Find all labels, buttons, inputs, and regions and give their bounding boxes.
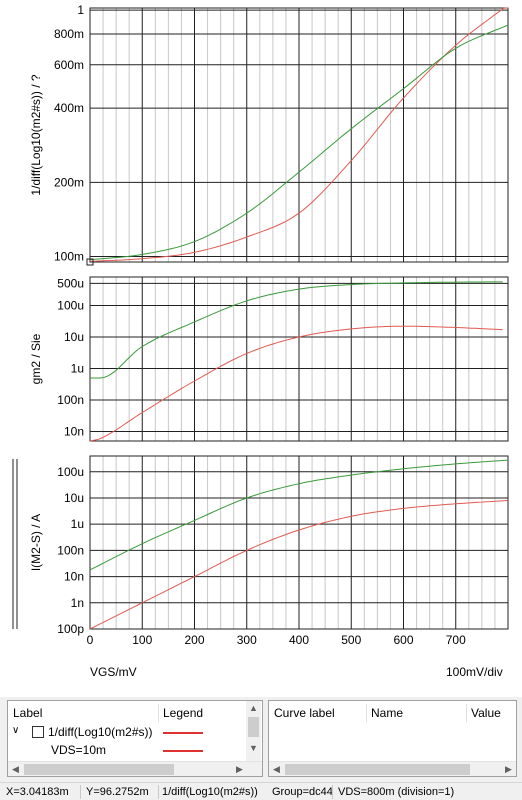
scroll-up-icon[interactable]: ▲ xyxy=(249,703,258,713)
y-tick-label: 600m xyxy=(54,58,84,72)
y-tick-label: 800m xyxy=(54,27,84,41)
curve-col-label: Curve label xyxy=(274,706,335,720)
legend-scrollbar-h[interactable]: ◀ ▶ xyxy=(8,761,262,776)
status-expr: 1/diff(Log10(m2#s)) xyxy=(162,786,258,798)
cursor-marker xyxy=(86,258,94,266)
y-tick-label: 100u xyxy=(57,298,84,312)
scroll-thumb[interactable] xyxy=(248,717,259,737)
scroll-right-icon[interactable]: ▶ xyxy=(505,764,512,774)
x-div-label: 100mV/div xyxy=(446,665,503,679)
status-group: Group=dc44 xyxy=(272,786,333,798)
plot-frame xyxy=(89,7,509,263)
plot-frame xyxy=(89,455,509,630)
scroll-left-icon[interactable]: ◀ xyxy=(12,764,19,774)
x-tick-label: 300 xyxy=(237,633,257,647)
x-tick-label: 500 xyxy=(341,633,361,647)
y-tick-label: 1n xyxy=(71,596,84,610)
scroll-right-icon[interactable]: ▶ xyxy=(236,764,243,774)
y-tick-label: 10u xyxy=(64,330,84,344)
legend-swatch xyxy=(163,732,203,734)
x-axis-label: VGS/mV xyxy=(90,665,137,679)
tree-item-label[interactable]: 1/diff(Log10(m2#s)) xyxy=(48,725,153,739)
series-line xyxy=(89,24,509,261)
plot-area[interactable]: 1 800m 600m 400m 200m 100m 1/diff(Log10(m2#s))… xyxy=(0,0,522,697)
scroll-thumb[interactable] xyxy=(285,764,470,775)
y-tick-label: 100p xyxy=(57,622,84,636)
y-tick-label: 10u xyxy=(64,491,84,505)
y-tick-label: 1 xyxy=(77,3,84,17)
legend-col-legend: Legend xyxy=(163,706,204,720)
curve-col-value: Value xyxy=(471,706,501,720)
y-tick-label: 10n xyxy=(64,425,84,439)
status-vds: VDS=800m (division=1) xyxy=(338,786,455,798)
y-tick-label: 100n xyxy=(57,393,84,407)
x-tick-label: 100 xyxy=(132,633,152,647)
status-bar: X=3.04183m Y=96.2752m 1/diff(Log10(m2#s)… xyxy=(0,782,522,800)
scroll-thumb[interactable] xyxy=(24,764,174,775)
x-tick-label: 600 xyxy=(393,633,413,647)
status-x: X=3.04183m xyxy=(6,786,69,798)
y-tick-label: 10n xyxy=(64,570,84,584)
legend-panel: Label Legend ∨ 1/diff(Log10(m2#s)) VDS=1… xyxy=(7,700,263,777)
series-line xyxy=(89,7,509,262)
curve-scrollbar-h[interactable]: ◀ ▶ xyxy=(269,761,516,776)
x-tick-label: 700 xyxy=(446,633,466,647)
plot-frame xyxy=(89,276,509,442)
scroll-down-icon[interactable]: ▼ xyxy=(249,743,258,753)
y-tick-label: 400m xyxy=(54,101,84,115)
column-divider xyxy=(466,704,467,722)
y-tick-label: 200m xyxy=(54,175,84,189)
x-tick-label: 200 xyxy=(184,633,204,647)
series-line xyxy=(90,281,503,379)
x-tick-label: 0 xyxy=(87,633,94,647)
column-divider xyxy=(366,704,367,722)
series-line xyxy=(89,459,509,571)
status-separator xyxy=(158,785,159,799)
y-tick-label: 100n xyxy=(57,543,84,557)
tree-sub-item-label[interactable]: VDS=10m xyxy=(51,743,107,757)
y-tick-label: 500u xyxy=(57,276,84,290)
series-line xyxy=(89,500,509,630)
scroll-left-icon[interactable]: ◀ xyxy=(273,764,280,774)
legend-scrollbar-v[interactable]: ▲ ▼ xyxy=(246,701,261,761)
legend-swatch xyxy=(163,750,203,752)
status-separator xyxy=(332,785,333,799)
status-y: Y=96.2752m xyxy=(86,786,149,798)
x-tick-label: 400 xyxy=(289,633,309,647)
y-tick-label: 100m xyxy=(54,250,84,264)
chart-svg[interactable]: 1 800m 600m 400m 200m 100m 1/diff(Log10(m2#s))… xyxy=(0,0,522,697)
status-separator xyxy=(80,785,81,799)
y-tick-label: 1u xyxy=(71,361,84,375)
y-tick-label: 100u xyxy=(57,465,84,479)
column-divider xyxy=(158,704,159,722)
series-line xyxy=(89,325,503,442)
y-axis-label: I(M2-S) / A xyxy=(29,514,43,571)
y-axis-label: 1/diff(Log10(m2#s)) / ? xyxy=(29,74,43,195)
y-tick-label: 1u xyxy=(71,517,84,531)
curve-col-name: Name xyxy=(371,706,404,720)
chevron-down-icon[interactable]: ∨ xyxy=(12,725,20,736)
y-axis-label: gm2 / Sie xyxy=(29,333,43,384)
curve-panel: Curve label Name Value ◀ ▶ xyxy=(268,700,517,777)
legend-col-label: Label xyxy=(13,706,43,720)
tree-item-checkbox[interactable] xyxy=(32,726,44,738)
